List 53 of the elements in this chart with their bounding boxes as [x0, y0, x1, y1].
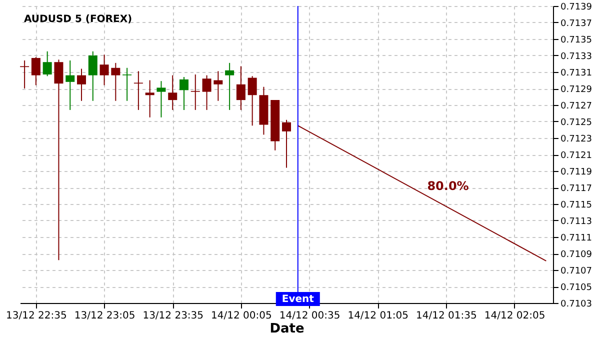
- candlestick: [190, 74, 200, 110]
- candlestick: [77, 68, 86, 102]
- candlestick: [282, 119, 291, 168]
- x-tick-label: 13/12 22:35: [6, 310, 67, 322]
- candlestick: [134, 70, 143, 110]
- ref-line-label: Event: [282, 294, 314, 305]
- y-tick-label: 0.7131: [560, 68, 592, 78]
- y-tick-label: 0.7115: [560, 200, 592, 210]
- y-tick-label: 0.7109: [560, 250, 592, 260]
- candlestick: [100, 54, 109, 86]
- x-tick-label: 14/12 01:05: [348, 310, 409, 322]
- y-tick-label: 0.7105: [560, 283, 592, 293]
- y-tick-label: 0.7129: [560, 85, 592, 95]
- candlestick: [168, 74, 178, 110]
- candlestick: [145, 80, 154, 118]
- candlestick: [42, 50, 52, 77]
- candlestick: [66, 60, 75, 110]
- candlestick: [88, 50, 98, 102]
- y-tick-label: 0.7117: [560, 184, 592, 194]
- y-tick-label: 0.7103: [560, 300, 592, 310]
- x-tick-label: 14/12 01:35: [416, 310, 477, 322]
- candlestick: [180, 76, 188, 110]
- x-tick-label: 14/12 00:35: [279, 310, 340, 322]
- candlestick: [248, 76, 257, 126]
- y-tick-label: 0.7121: [560, 151, 592, 161]
- annotation: 80.0%: [427, 179, 469, 193]
- candlestick: [236, 66, 246, 110]
- y-tick-label: 0.7127: [560, 102, 592, 112]
- y-tick-label: 0.7125: [560, 118, 592, 128]
- y-tick-label: 0.7107: [560, 266, 592, 276]
- candlestick: [31, 56, 40, 86]
- candlestick: [111, 62, 120, 102]
- y-tick-label: 0.7135: [560, 36, 592, 46]
- candlestick: [202, 74, 212, 110]
- x-tick-label: 14/12 00:05: [211, 310, 272, 322]
- y-tick-label: 0.7123: [560, 134, 592, 144]
- text: AUDUSD 5 (FOREX): [24, 14, 132, 25]
- y-tick-label: 0.7113: [560, 217, 592, 227]
- candlestick: [156, 80, 166, 118]
- y-tick-label: 0.7111: [560, 234, 592, 244]
- candlestick: [214, 70, 223, 102]
- y-tick-label: 0.7137: [560, 19, 592, 29]
- candlestick: [122, 67, 132, 102]
- y-tick-label: 0.7139: [560, 2, 592, 12]
- candlestick: [225, 62, 234, 110]
- x-tick-label: 14/12 02:05: [484, 310, 546, 322]
- y-tick-label: 0.7133: [560, 52, 592, 62]
- candlestick: [20, 60, 30, 89]
- x-tick-label: 13/12 23:35: [142, 310, 204, 322]
- candlestick: [54, 59, 64, 261]
- y-tick-label: 0.7119: [560, 168, 592, 178]
- x-tick-label: 13/12 23:05: [74, 310, 136, 322]
- x-axis-title: Date: [270, 322, 304, 336]
